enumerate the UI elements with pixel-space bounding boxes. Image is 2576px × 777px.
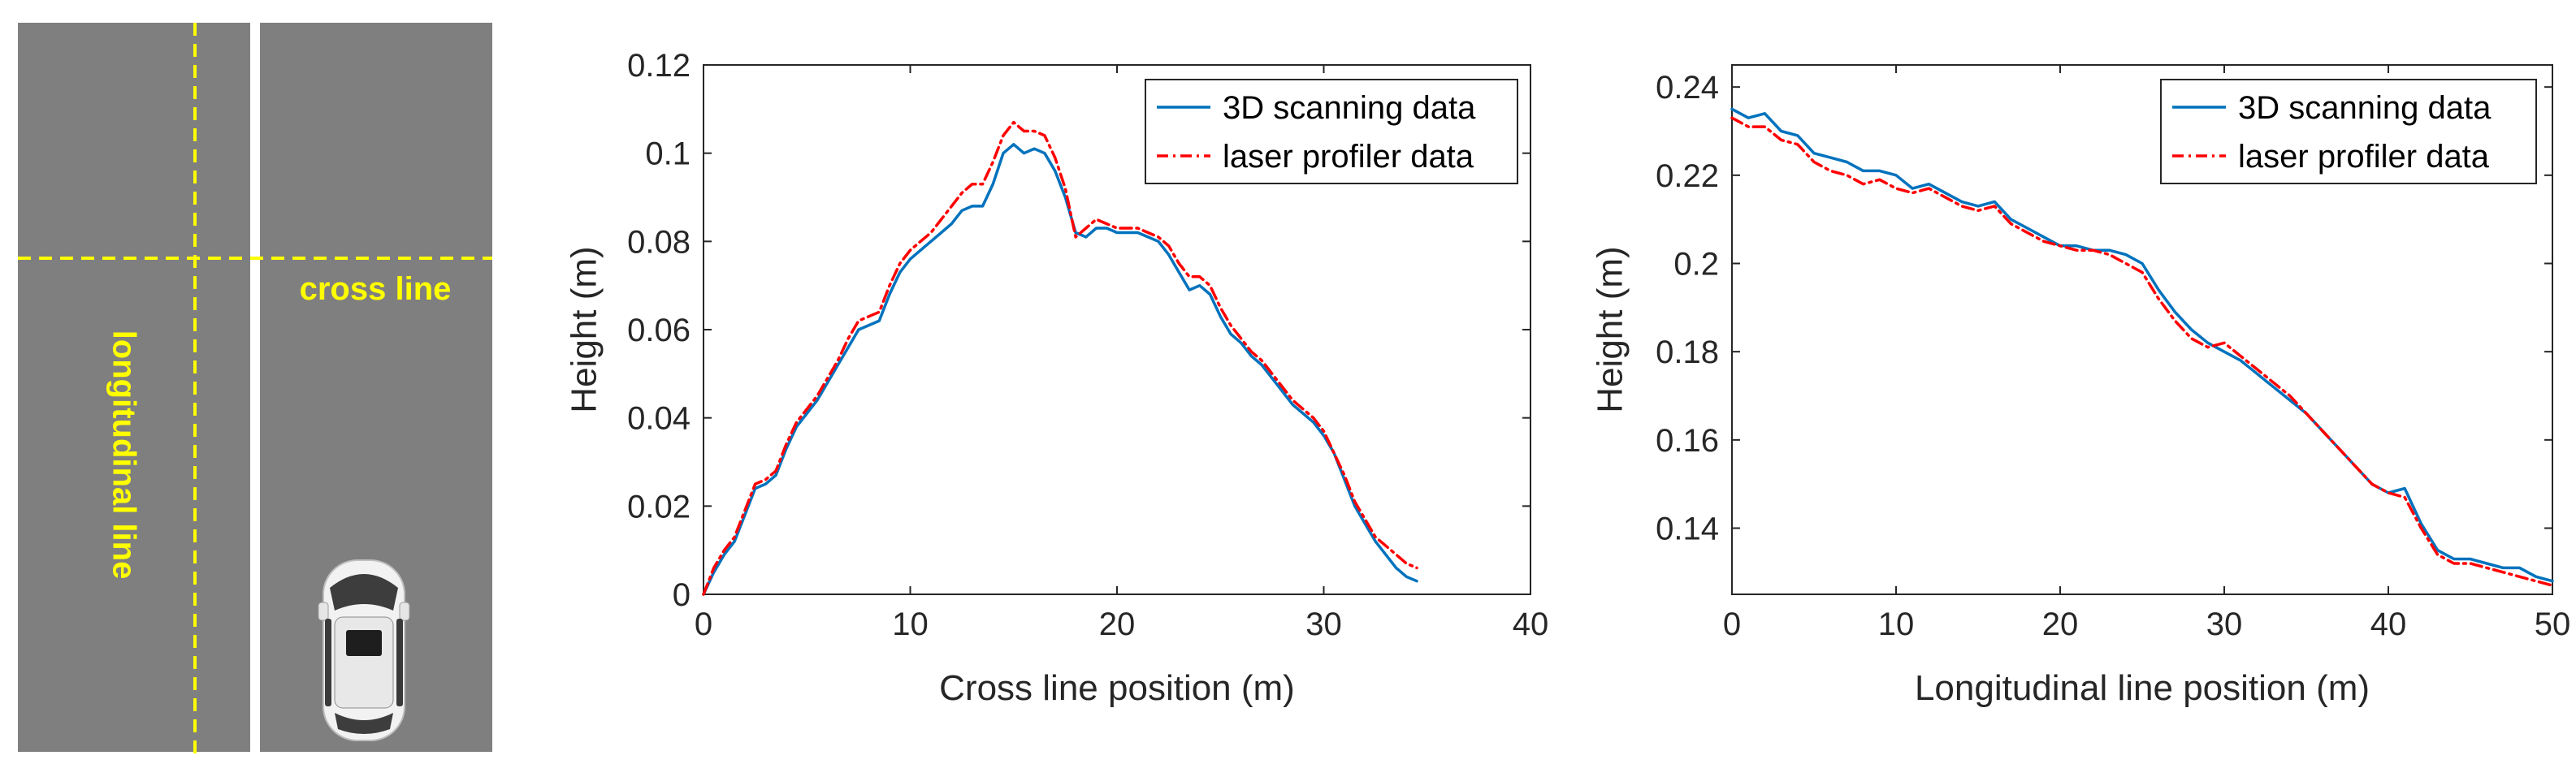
y-tick-label: 0.2 [1673,247,1719,283]
x-tick-label: 40 [1513,606,1549,642]
longitudinal-line-label: longitudinal line [106,330,141,580]
x-axis-label: Longitudinal line position (m) [1915,668,2370,708]
longitudinal-line-height-chart: 0 10 20 30 40 50 0.14 0.16 0.18 0.2 0.22 0.24 Longi… [1591,64,2571,708]
x-tick-label: 20 [1099,606,1136,642]
cross-line-height-chart: 0 10 20 30 40 0 0.02 0.04 0.06 0.08 0.1 0.12 Cross … [565,48,1549,708]
legend: 3D scanning data laser profiler data [2160,79,2537,184]
x-tick-label: 0 [1723,606,1741,642]
x-tick-label: 40 [2370,606,2407,642]
y-axis-label: Height (m) [565,246,604,412]
y-tick-label: 0.06 [627,313,691,348]
cross-line-label: cross line [300,271,452,307]
legend-label-laser-profiler: laser profiler data [2238,139,2490,175]
y-tick-label: 0.24 [1656,70,1719,106]
y-tick-label: 0.1 [645,136,691,172]
x-tick-label: 10 [892,606,929,642]
y-tick-label: 0.04 [627,401,691,437]
x-tick-label: 10 [1878,606,1915,642]
series-line-3d-scanning [1730,107,2554,583]
legend-box [2160,79,2537,184]
x-tick-label: 50 [2535,606,2571,642]
road-divider [250,23,260,752]
series-line-laser-profiler [702,120,1418,596]
car-icon [318,559,410,741]
legend-box [1145,79,1518,184]
y-tick-label: 0.02 [627,489,691,524]
x-axis-label: Cross line position (m) [939,668,1295,708]
legend: 3D scanning data laser profiler data [1145,79,1518,184]
road-lane-left [18,23,250,752]
series-line-3d-scanning [702,143,1418,596]
y-axis-label: Height (m) [1591,246,1630,412]
y-tick-label: 0.16 [1656,423,1719,459]
legend-label-laser-profiler: laser profiler data [1223,139,1474,175]
legend-label-3d-scanning: 3D scanning data [1223,90,1476,126]
series-line-laser-profiler [1730,116,2554,587]
y-tick-label: 0.22 [1656,158,1719,194]
x-tick-label: 30 [1305,606,1342,642]
x-tick-label: 0 [695,606,712,642]
x-tick-label: 30 [2206,606,2243,642]
legend-label-3d-scanning: 3D scanning data [2238,90,2492,126]
y-tick-label: 0.12 [627,48,691,84]
y-tick-label: 0.08 [627,224,691,260]
y-tick-label: 0 [673,577,691,613]
road-diagram: longitudinal line cross line [18,23,492,760]
y-tick-label: 0.18 [1656,335,1719,370]
y-tick-label: 0.14 [1656,512,1719,547]
x-tick-label: 20 [2042,606,2079,642]
